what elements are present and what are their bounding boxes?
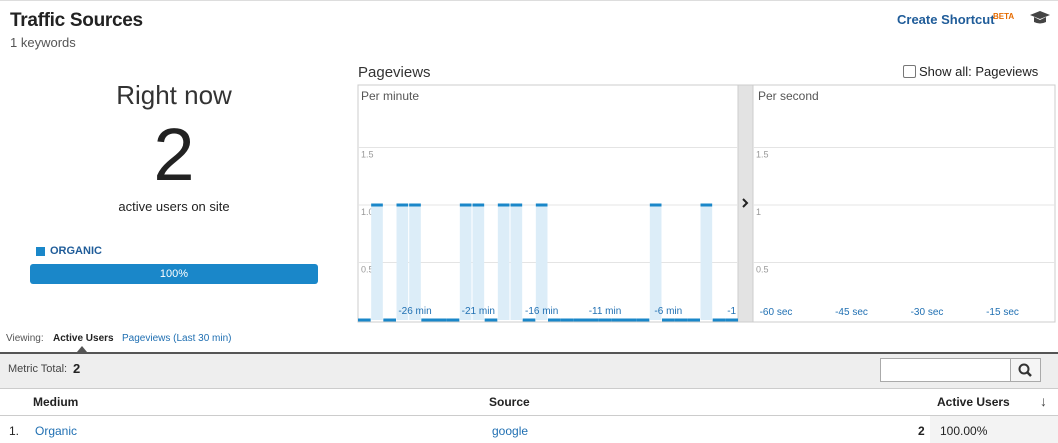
- bar-top: [371, 203, 383, 207]
- y-tick-label: 1.5: [361, 150, 374, 160]
- bar: [510, 205, 523, 320]
- bar-zero: [434, 318, 447, 322]
- tab-pointer: [77, 346, 87, 352]
- bar-zero: [674, 318, 688, 322]
- bar-top: [700, 203, 713, 207]
- metric-label: Metric Total:: [8, 363, 68, 375]
- bar: [649, 205, 662, 320]
- metric-value: 2: [73, 361, 81, 376]
- bar-top: [497, 203, 510, 207]
- bar-top: [459, 203, 472, 207]
- bar-zero: [358, 318, 371, 322]
- caption: active users on site: [118, 199, 230, 214]
- y-tick-label: 1.5: [756, 150, 769, 160]
- chart-divider: [737, 84, 754, 323]
- row-index: 1.: [9, 424, 20, 438]
- bar-top: [510, 203, 523, 207]
- chart-frame: [357, 84, 1056, 323]
- bar-zero: [725, 318, 738, 322]
- right-now: Right now: [116, 80, 232, 110]
- checkbox[interactable]: [903, 65, 916, 78]
- x-tick-label: -45 sec: [835, 307, 868, 318]
- academy-icon: [1030, 11, 1050, 24]
- medium-link[interactable]: Organic: [35, 424, 78, 438]
- bar-top: [649, 203, 662, 207]
- beta-badge: BETA: [993, 12, 1015, 21]
- legend-label: ORGANIC: [50, 245, 102, 257]
- y-tick-label: 0.5: [361, 265, 374, 275]
- search-button[interactable]: [1010, 358, 1041, 382]
- bar: [371, 205, 383, 320]
- sorted-column-bg: [930, 416, 1058, 443]
- bar-zero: [712, 318, 726, 322]
- legend-swatch: [36, 247, 45, 256]
- bar-zero: [636, 318, 650, 322]
- y-tick-label: 1: [756, 207, 761, 217]
- source-link[interactable]: google: [492, 424, 529, 438]
- column-header: Medium: [33, 395, 79, 409]
- bar-top: [396, 203, 409, 207]
- header-border: [0, 415, 1058, 416]
- subtitle: 1 keywords: [10, 35, 76, 50]
- x-tick-label: -15 sec: [986, 307, 1019, 318]
- expand-arrow: [742, 198, 749, 208]
- per-minute-label: Per minute: [361, 89, 420, 103]
- bar: [497, 205, 510, 320]
- bar-zero: [383, 318, 396, 322]
- y-tick-label: 0.5: [756, 265, 769, 275]
- bar-zero: [548, 318, 561, 322]
- search-icon: [1018, 363, 1032, 377]
- bar-zero: [560, 318, 574, 322]
- bar-zero: [421, 318, 434, 322]
- bar-zero: [586, 318, 599, 322]
- bar-zero: [662, 318, 675, 322]
- chart-title: Pageviews: [358, 64, 431, 81]
- active-count: 2: [153, 113, 195, 196]
- x-tick-label: -1: [727, 306, 736, 317]
- share-bar: 100%: [30, 264, 318, 284]
- top-border: [0, 0, 1058, 1]
- bar-zero: [522, 318, 536, 322]
- search-input[interactable]: [880, 358, 1011, 382]
- x-tick-label: -11 min: [589, 306, 622, 317]
- bar-zero: [598, 318, 612, 322]
- column-header: Source: [489, 395, 530, 409]
- y-tick-label: 1.0: [361, 207, 374, 217]
- bar-zero: [687, 318, 700, 322]
- create-shortcut[interactable]: Create Shortcut: [897, 12, 995, 27]
- x-tick-label: -16 min: [525, 306, 558, 317]
- bar-zero: [484, 318, 498, 322]
- active-users-share: 100.00%: [940, 424, 988, 438]
- bar: [409, 205, 421, 320]
- tab[interactable]: Pageviews (Last 30 min): [122, 333, 232, 344]
- tab-active[interactable]: Active Users: [53, 333, 114, 344]
- bar-top: [409, 203, 421, 207]
- bar-zero: [446, 318, 460, 322]
- table-top-border: [0, 352, 1058, 354]
- bar-top: [472, 203, 485, 207]
- bar-top: [535, 203, 548, 207]
- x-tick-label: -21 min: [462, 306, 495, 317]
- x-tick-label: -60 sec: [760, 307, 793, 318]
- bar-zero: [624, 318, 637, 322]
- bar-zero: [573, 318, 586, 322]
- active-users-value: 2: [918, 424, 925, 438]
- bar-zero: [611, 318, 624, 322]
- sort-arrow: ↓: [1040, 393, 1047, 409]
- checkbox-label[interactable]: Show all: Pageviews: [919, 64, 1039, 79]
- bar: [472, 205, 485, 320]
- x-tick-label: -30 sec: [911, 307, 944, 318]
- x-tick-label: -26 min: [398, 306, 431, 317]
- bar: [396, 205, 409, 320]
- per-second-label: Per second: [758, 89, 819, 103]
- page-title: Traffic Sources: [10, 10, 143, 31]
- column-header[interactable]: Active Users: [937, 395, 1010, 409]
- bar: [459, 205, 472, 320]
- bar: [535, 205, 548, 320]
- viewing-label: Viewing:: [6, 333, 44, 344]
- x-tick-label: -6 min: [654, 306, 682, 317]
- bar: [700, 205, 713, 320]
